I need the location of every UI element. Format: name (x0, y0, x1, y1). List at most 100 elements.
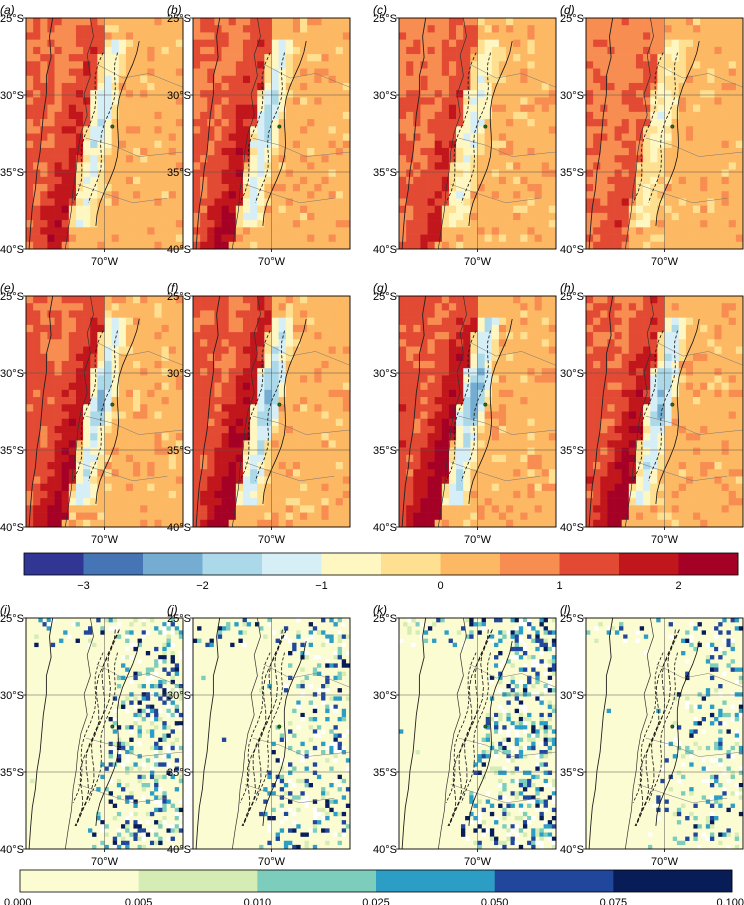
panel-a-cell (90, 191, 98, 199)
panel-a-station-marker (110, 124, 115, 129)
panel-g-cell (420, 498, 428, 506)
panel-f-cell (214, 440, 222, 448)
panel-e-cell (61, 332, 70, 340)
panel-a-cell (54, 169, 62, 178)
panel-a-cell (61, 162, 70, 170)
panel-f-cell (314, 296, 322, 304)
panel-g-cell (491, 476, 500, 484)
panel-a-cell (175, 198, 184, 206)
panel-e-cell (154, 462, 162, 470)
panel-e-cell (90, 418, 98, 427)
panel-c-cell (498, 104, 507, 113)
panel-d-cell (643, 241, 651, 250)
panel-d-cell (685, 176, 694, 185)
panel-c-cell (456, 54, 464, 62)
panel-g-cell (463, 425, 471, 434)
panel-d-cell (721, 39, 730, 48)
panel-c-cell (484, 227, 493, 235)
panel-f-cell (335, 498, 344, 506)
panel-c-cell (513, 133, 521, 142)
panel-b-xtick-label: 70°W (258, 256, 286, 268)
panel-a-cell (168, 140, 177, 149)
panel-d-cell (728, 220, 737, 228)
panel-b-cell (257, 227, 265, 235)
panel-b-cell (242, 119, 251, 127)
panel-d-cell (671, 205, 680, 214)
panel-e-cell (61, 418, 70, 427)
panel-f-cell (292, 454, 301, 463)
panel-d-cell (614, 133, 622, 142)
panel-g-cell (420, 397, 428, 405)
panel-e-cell (147, 425, 155, 434)
panel-a-cell (26, 61, 34, 69)
panel-f-cell (321, 368, 329, 376)
panel-e-cell (111, 505, 120, 513)
panel-f-cell (214, 411, 222, 420)
panel-g-cell (427, 310, 435, 318)
panel-c-cell (506, 169, 514, 178)
panel-a-cell (125, 61, 134, 69)
panel-f-cell (335, 360, 344, 369)
panel-b-cell (278, 75, 287, 84)
panel-b-cell (300, 155, 308, 163)
panel-b-cell (264, 82, 272, 91)
panel-g-cell (399, 382, 407, 391)
panel-f-cell (278, 332, 287, 340)
panel-e-cell (147, 404, 155, 412)
panel-c-cell (484, 140, 493, 149)
panel-e-cell (26, 425, 34, 434)
panel-a-cell (61, 54, 70, 62)
panel-d-cell (600, 90, 608, 98)
panel-b-cell (250, 25, 258, 33)
panel-g-cell (534, 368, 543, 376)
panel-f-cell (285, 339, 294, 347)
panel-g-cell (456, 324, 464, 333)
panel-e-cell (61, 404, 70, 412)
panel-f-cell (314, 490, 322, 499)
panel-f-cell (207, 462, 215, 470)
panel-f-cell (285, 447, 294, 456)
panel-g-cell (498, 317, 507, 326)
panel-e-cell (111, 339, 120, 347)
panel-a-cell (147, 18, 155, 26)
panel-g-cell (420, 483, 428, 492)
panel-c-cell (484, 126, 493, 134)
panel-a-cell (47, 18, 55, 26)
panel-g-cell (513, 476, 521, 484)
panel-a-cell (90, 126, 98, 134)
panel-d-cell (721, 234, 730, 243)
panel-f-cell (307, 483, 315, 492)
panel-d-cell (650, 126, 658, 134)
panel-d-cell (735, 220, 744, 228)
panel-c-cell (427, 39, 435, 48)
panel-a-cell (90, 220, 98, 228)
panel-d-cell (707, 220, 715, 228)
panel-f-cell (300, 469, 308, 477)
panel-a-cell (133, 155, 141, 163)
panel-f-cell (235, 397, 244, 405)
panel-d-cell (728, 191, 737, 199)
panel-g-cell (541, 411, 550, 420)
panel-f-cell (235, 353, 244, 362)
panel-g-cell (427, 469, 435, 477)
panel-d-cell (714, 198, 722, 206)
panel-b-cell (242, 140, 251, 149)
panel-c-cell (520, 104, 528, 113)
panel-b-cell (300, 90, 308, 98)
panel-d-cell (721, 90, 730, 98)
panel-c-cell (456, 18, 464, 26)
panel-e-cell (154, 346, 162, 355)
panel-b-cell (200, 147, 208, 156)
panel-e-cell (104, 397, 112, 405)
panel-f-cell (242, 440, 251, 448)
panel-f-cell (285, 296, 294, 304)
panel-d-cell (693, 140, 701, 149)
panel-a-cell (147, 184, 155, 192)
panel-f-cell (321, 498, 329, 506)
panel-e-cell (90, 317, 98, 326)
panel-f-cell (271, 360, 279, 369)
panel-b-cell (264, 241, 272, 250)
panel-e-cell (125, 476, 134, 484)
panel-g-cell (527, 476, 535, 484)
panel-g-cell (470, 382, 478, 391)
